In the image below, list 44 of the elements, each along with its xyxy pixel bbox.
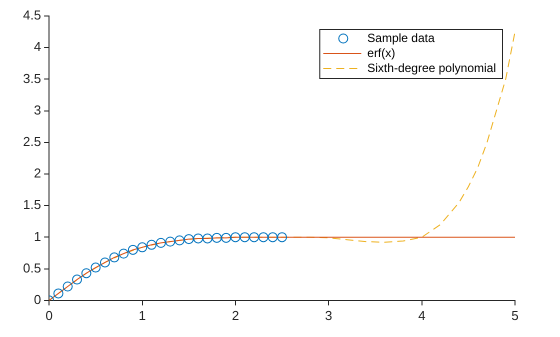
x-tick-label: 2: [232, 308, 240, 323]
point: [277, 232, 288, 242]
y-tick-label: 1.5: [22, 197, 42, 212]
point: [128, 244, 138, 255]
x-tick-label: 1: [138, 308, 146, 323]
point: [221, 232, 232, 243]
point: [146, 240, 157, 250]
point: [230, 232, 240, 242]
point: [174, 235, 185, 246]
point: [184, 234, 194, 244]
point: [249, 232, 260, 242]
point: [53, 288, 64, 298]
y-tick-label: 1: [34, 228, 42, 244]
x-tick-label: 0: [45, 308, 53, 323]
y-tick-label: 3: [34, 102, 42, 118]
point: [193, 233, 204, 244]
point: [258, 232, 268, 242]
point: [81, 268, 92, 278]
legend-label: Sample data: [367, 30, 435, 45]
point: [62, 281, 73, 292]
legend-label: erf(x): [367, 46, 396, 60]
y-tick-label: 4: [34, 39, 42, 54]
y-tick-label: 4.5: [22, 8, 42, 23]
point: [109, 252, 120, 262]
point: [90, 262, 101, 273]
point: [118, 248, 129, 259]
point: [165, 236, 176, 247]
y-tick-label: 0: [34, 292, 42, 307]
point: [240, 232, 250, 242]
point: [268, 232, 278, 242]
x-tick-label: 5: [511, 308, 519, 323]
legend-label: Sixth-degree polynomial: [367, 60, 496, 75]
x-tick-label: 4: [418, 308, 426, 323]
point: [72, 274, 82, 285]
point: [212, 232, 222, 243]
y-tick-label: 2.5: [22, 134, 42, 149]
y-tick-label: 2: [34, 166, 42, 181]
y-tick-label: 0.5: [22, 260, 42, 276]
point: [202, 233, 212, 244]
x-tick-label: 3: [325, 308, 332, 323]
y-tick-label: 3.5: [22, 70, 42, 86]
point: [137, 242, 148, 252]
point: [156, 238, 166, 248]
point: [100, 257, 110, 268]
